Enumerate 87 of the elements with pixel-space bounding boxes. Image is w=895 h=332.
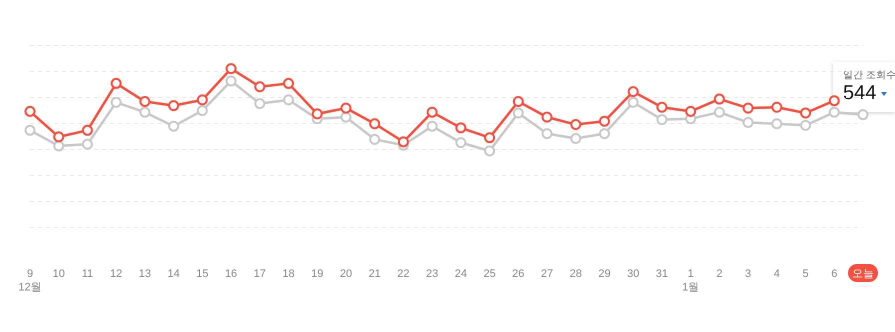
point	[800, 120, 812, 131]
point	[369, 134, 380, 145]
point	[628, 86, 639, 98]
point	[656, 102, 668, 113]
point	[82, 124, 93, 136]
point	[542, 112, 553, 123]
point	[570, 119, 582, 130]
x-tick-label: 22	[397, 268, 410, 280]
x-tick-label: 9 12월	[18, 268, 42, 294]
point	[139, 106, 150, 118]
point	[656, 114, 668, 126]
x-tick-label: 12	[110, 268, 122, 280]
point	[254, 98, 266, 110]
x-tick-label: 17	[254, 268, 266, 280]
point	[196, 94, 208, 106]
point	[53, 131, 64, 142]
x-tick-label: 29	[598, 268, 611, 280]
x-tick-label: 21	[368, 268, 381, 280]
x-tick-label: 31	[656, 268, 668, 280]
x-tick-label: 11	[82, 268, 94, 280]
point	[398, 136, 409, 148]
x-tick-label: 6	[831, 268, 838, 280]
x-tick-label: 30	[627, 268, 640, 280]
x-tick-label: 3	[745, 268, 752, 280]
point	[426, 120, 438, 132]
x-tick-label: 25	[483, 268, 496, 280]
point	[283, 78, 294, 89]
x-tick-label: 23	[426, 268, 438, 280]
x-tick-label: 10	[52, 268, 65, 280]
x-tick-label: 1 1월	[682, 268, 700, 294]
x-tick-label: 19	[311, 268, 324, 280]
point	[110, 78, 122, 89]
point	[340, 102, 352, 114]
point	[226, 75, 237, 86]
point	[340, 112, 352, 123]
point	[24, 106, 36, 117]
x-tick-label: 16	[224, 268, 238, 280]
point	[24, 124, 36, 136]
x-tick-label: 2	[716, 268, 722, 280]
point	[512, 108, 524, 119]
point	[685, 106, 696, 117]
point	[542, 128, 553, 140]
point	[283, 94, 294, 106]
x-tick-label: 20	[340, 268, 352, 280]
point	[800, 108, 812, 119]
point	[828, 106, 840, 118]
x-tick-label: 14	[167, 268, 180, 280]
point	[369, 118, 380, 130]
x-tick-label: 13	[138, 268, 152, 280]
x-tick-label: 4	[774, 268, 780, 280]
point	[226, 63, 237, 74]
point	[110, 96, 122, 108]
point	[196, 105, 208, 116]
point	[714, 106, 725, 118]
point	[484, 132, 496, 144]
point	[484, 145, 496, 156]
point	[828, 95, 840, 106]
x-tick-label: 28	[570, 268, 582, 280]
point	[742, 116, 754, 128]
x-tick-label: 오늘	[852, 268, 874, 280]
point	[53, 140, 64, 152]
point	[771, 102, 782, 113]
x-tick-label: 5	[802, 268, 809, 280]
point	[426, 106, 438, 118]
point	[598, 116, 610, 127]
annotation: 544	[843, 82, 876, 104]
point	[628, 96, 639, 108]
point	[139, 96, 150, 108]
x-tick-label: 26	[512, 268, 524, 280]
point	[742, 102, 754, 114]
point	[455, 122, 466, 134]
point	[455, 137, 466, 148]
point	[570, 133, 582, 144]
point	[168, 120, 180, 132]
point	[714, 94, 725, 105]
x-tick-label: 27	[540, 268, 554, 280]
point	[512, 96, 524, 108]
point	[254, 81, 266, 92]
x-tick-label: 24	[454, 268, 467, 280]
point	[168, 100, 180, 112]
point	[598, 128, 610, 140]
point	[771, 118, 782, 130]
point	[312, 108, 323, 120]
point	[82, 138, 93, 150]
x-tick-label: 18	[282, 268, 295, 280]
point	[858, 109, 868, 120]
x-tick-label: 15	[196, 268, 208, 280]
